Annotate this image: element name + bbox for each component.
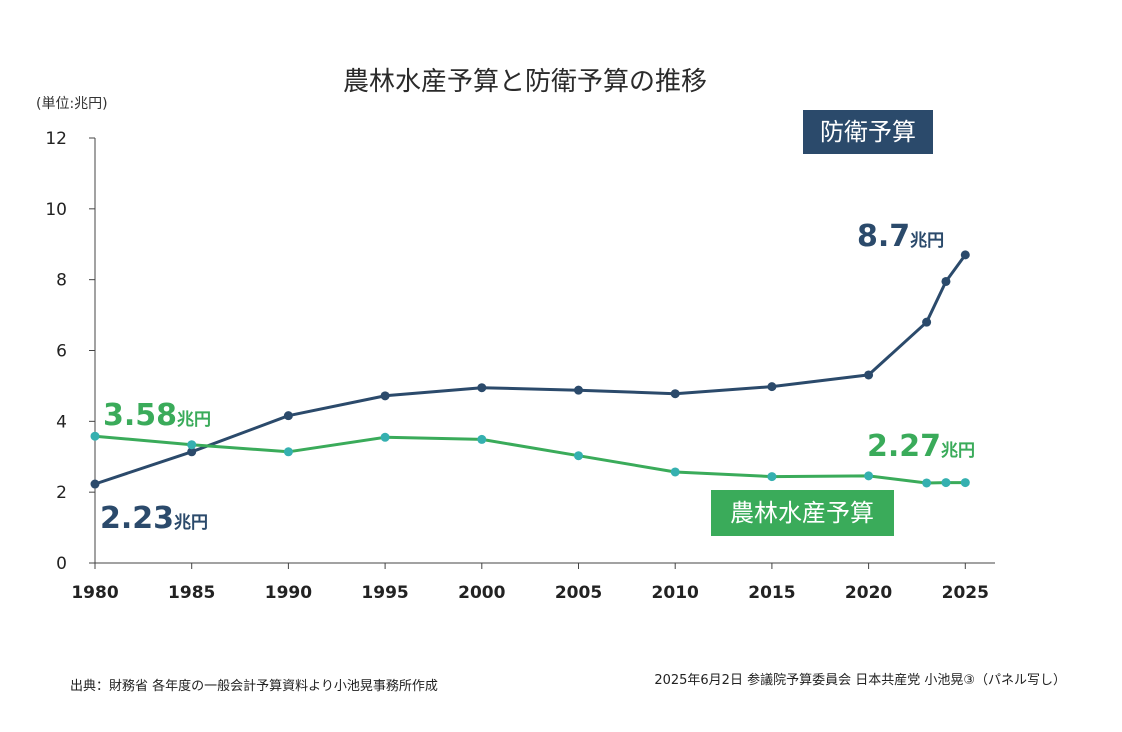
data-point xyxy=(283,411,293,421)
x-tick-label: 1985 xyxy=(168,583,215,603)
legend-defense-label: 防衛予算 xyxy=(820,118,916,146)
series-line xyxy=(94,254,967,486)
data-point xyxy=(477,434,487,444)
legend-defense-box xyxy=(803,110,933,154)
data-point xyxy=(670,467,680,477)
chart-title: 農林水産予算と防衛予算の推移 xyxy=(343,67,707,97)
annotation-defense-2025-unit: 兆円 xyxy=(910,231,944,251)
data-point xyxy=(187,440,197,450)
legend-agri: 農林水産予算 xyxy=(711,490,894,536)
x-tick-label: 2015 xyxy=(748,583,795,603)
y-tick-label: 8 xyxy=(56,271,67,291)
x-tick-label: 2005 xyxy=(555,583,602,603)
annotation-defense-1980-unit: 兆円 xyxy=(174,513,208,533)
source-note: 出典：財務省 各年度の一般会計予算資料より小池晃事務所作成 xyxy=(70,678,438,694)
x-tick-label: 1980 xyxy=(71,583,118,603)
data-point xyxy=(477,383,487,393)
y-tick-label: 12 xyxy=(45,129,67,149)
annotation-agri-2025-unit: 兆円 xyxy=(941,441,975,461)
y-tick-label: 4 xyxy=(56,412,67,432)
data-point xyxy=(574,385,583,395)
legend-agri-label: 農林水産予算 xyxy=(730,499,874,527)
data-point xyxy=(767,382,777,392)
data-point xyxy=(670,389,680,399)
annotation-defense-1980-value: 2.23 xyxy=(100,501,174,536)
x-tick-label: 2000 xyxy=(458,583,505,603)
series-layer xyxy=(90,250,970,489)
data-point xyxy=(864,370,874,380)
annotation-agri-1980-value: 3.58 xyxy=(103,398,177,433)
data-point xyxy=(922,317,932,327)
x-tick-label: 1995 xyxy=(361,583,408,603)
x-tick-label: 2020 xyxy=(845,583,892,603)
data-point xyxy=(90,431,100,441)
annotation-agri-2025-value: 2.27 xyxy=(867,429,941,464)
data-point xyxy=(574,451,583,461)
data-point xyxy=(380,432,390,442)
data-point xyxy=(90,479,100,489)
series-defense xyxy=(90,250,970,489)
data-point xyxy=(941,276,951,286)
y-tick-label: 10 xyxy=(45,200,67,220)
legend-agri-box xyxy=(711,490,894,536)
data-point xyxy=(864,471,874,481)
data-point xyxy=(960,250,970,260)
annotation-defense-2025-value: 8.7 xyxy=(857,219,910,254)
data-point xyxy=(187,447,197,457)
panel-credit: 2025年6月2日 参議院予算委員会 日本共産党 小池晃③（パネル写し） xyxy=(654,672,1066,688)
x-tick-label: 2025 xyxy=(942,583,989,603)
data-point xyxy=(767,472,777,482)
data-point xyxy=(380,391,390,401)
annotation-agri-1980: 3.58兆円 xyxy=(103,398,211,433)
y-tick-label: 2 xyxy=(56,483,67,503)
y-tick-label: 6 xyxy=(56,342,67,362)
annotation-defense-2025: 8.7兆円 xyxy=(857,219,944,254)
data-point xyxy=(922,478,932,488)
x-tick-label: 1990 xyxy=(265,583,312,603)
annotation-defense-1980: 2.23兆円 xyxy=(100,501,208,536)
y-tick-label: 0 xyxy=(56,554,67,574)
x-tick-label: 2010 xyxy=(652,583,699,603)
unit-label: (単位:兆円) xyxy=(36,96,108,112)
annotation-agri-1980-unit: 兆円 xyxy=(177,410,211,430)
axes: 0 2 4 6 8 10 12 1980 1985 1990 1995 2000 2005 2010 201… xyxy=(45,129,995,603)
series-line xyxy=(94,434,966,485)
data-point xyxy=(283,447,293,457)
data-point xyxy=(960,478,970,488)
data-point xyxy=(941,478,951,488)
legend-defense: 防衛予算 xyxy=(803,110,933,154)
annotation-agri-2025: 2.27兆円 xyxy=(867,429,975,464)
series-agriculture xyxy=(90,431,970,488)
